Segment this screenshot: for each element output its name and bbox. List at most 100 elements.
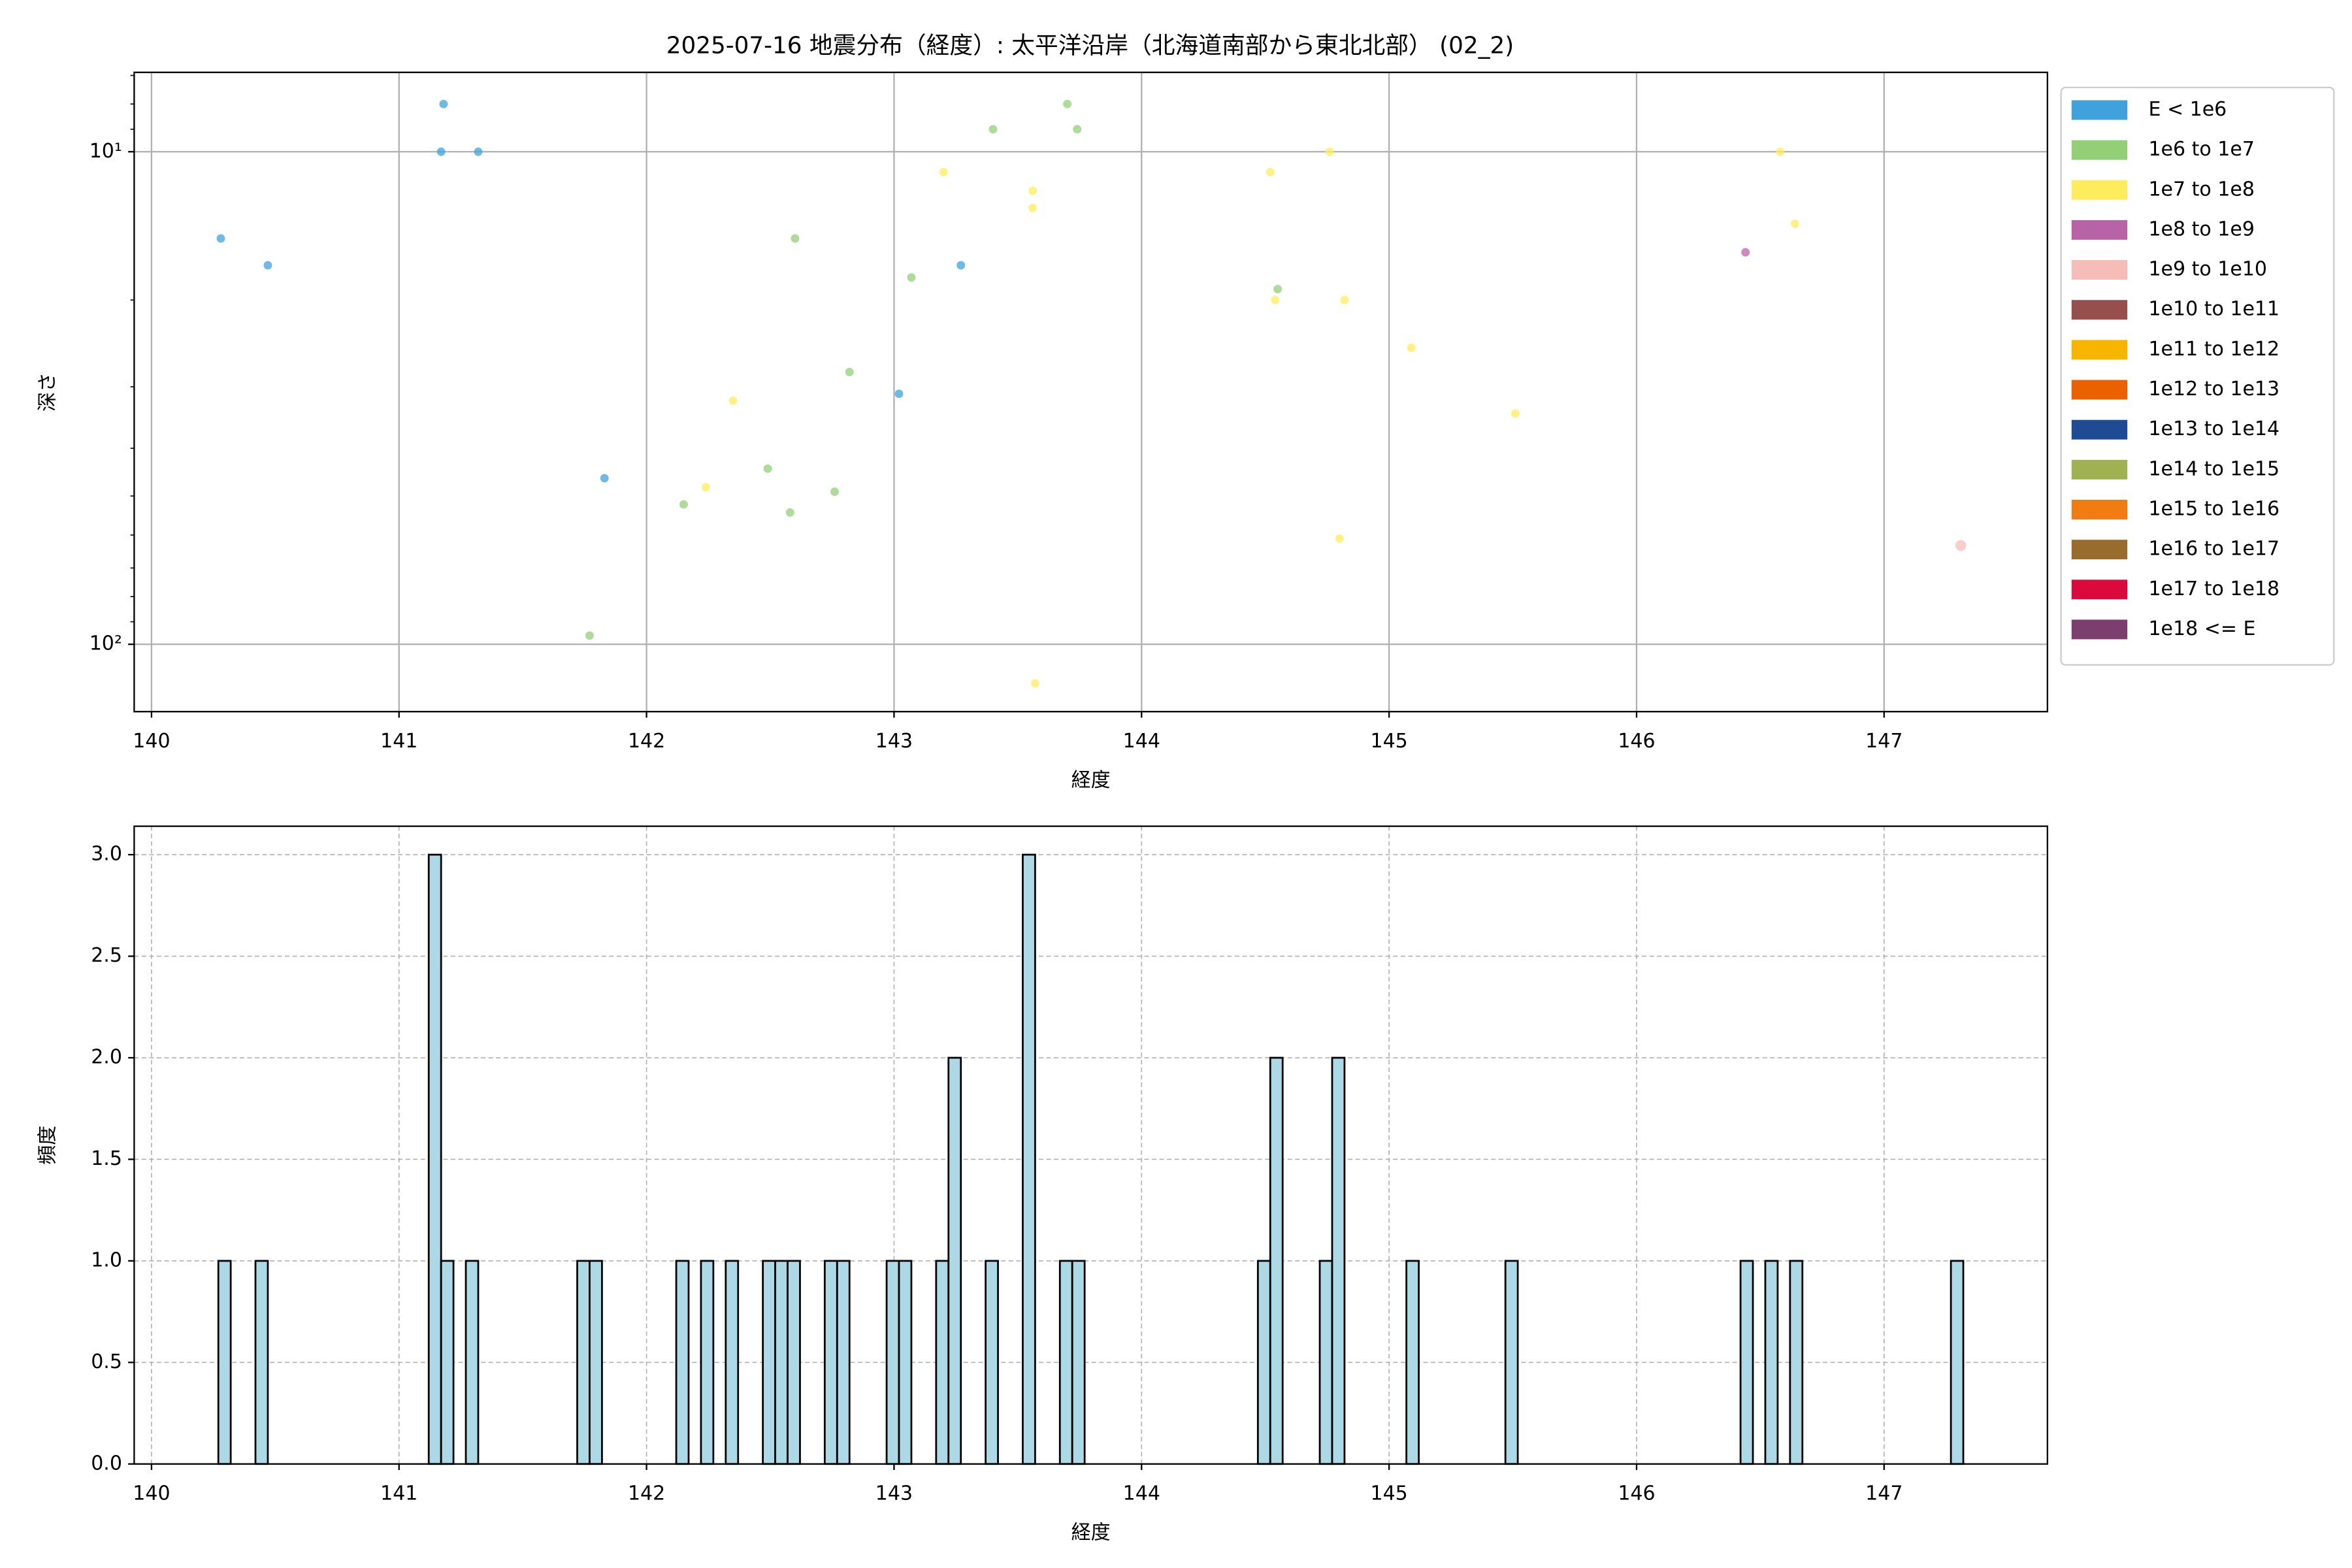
legend-label: 1e18 <= E <box>2148 617 2255 640</box>
scatter-point <box>1063 99 1072 108</box>
scatter-point <box>1340 295 1349 304</box>
scatter-point <box>1028 186 1037 195</box>
histogram-bar <box>1269 1056 1284 1465</box>
histogram-bar <box>440 1260 455 1465</box>
scatter-point <box>1271 295 1280 304</box>
legend-label: 1e15 to 1e16 <box>2148 498 2279 521</box>
histogram-bar <box>1739 1260 1754 1465</box>
x-tick-label: 146 <box>1618 1482 1655 1505</box>
histogram-bar <box>1789 1260 1804 1465</box>
scatter-point <box>845 367 854 376</box>
legend-label: 1e10 to 1e11 <box>2148 298 2279 321</box>
histogram-bar <box>823 1260 838 1465</box>
histogram-bar <box>885 1260 900 1465</box>
legend-label: E < 1e6 <box>2148 98 2227 121</box>
legend-swatch <box>2071 300 2128 320</box>
scatter-point <box>1955 540 1967 551</box>
scatter-point <box>1790 219 1799 228</box>
scatter-point <box>728 396 738 405</box>
y-axis-label: 頻度 <box>36 1126 59 1165</box>
y-axis-label: 深さ <box>36 372 59 412</box>
legend-swatch <box>2071 140 2128 160</box>
x-tick-label: 141 <box>380 730 417 753</box>
x-tick-label: 140 <box>133 730 170 753</box>
scatter-point <box>1741 248 1750 257</box>
histogram-bar <box>898 1260 913 1465</box>
legend-label: 1e6 to 1e7 <box>2148 138 2254 161</box>
scatter-point <box>1776 147 1785 156</box>
x-tick-label: 142 <box>628 730 665 753</box>
y-tick-label: 10² <box>90 632 122 655</box>
histogram-bar <box>774 1260 789 1465</box>
y-tick-label: 3.0 <box>91 843 122 866</box>
y-tick-label: 2.5 <box>91 944 122 967</box>
legend-swatch <box>2071 380 2128 400</box>
legend-label: 1e9 to 1e10 <box>2148 258 2267 281</box>
scatter-point <box>1511 409 1520 418</box>
legend-label: 1e16 to 1e17 <box>2148 538 2279 561</box>
x-tick-label: 145 <box>1370 1482 1407 1505</box>
histogram-bar <box>254 1260 269 1465</box>
x-tick-label: 145 <box>1370 730 1407 753</box>
histogram-bar <box>427 853 442 1465</box>
legend-swatch <box>2071 619 2128 640</box>
scatter-point <box>1325 147 1334 156</box>
y-tick-label: 2.0 <box>91 1046 122 1069</box>
legend-label: 1e8 to 1e9 <box>2148 218 2254 240</box>
y-tick-label: 0.0 <box>91 1452 122 1475</box>
x-axis-label: 経度 <box>1071 769 1111 792</box>
legend-swatch <box>2071 180 2128 200</box>
legend-label: 1e7 to 1e8 <box>2148 178 2254 201</box>
scatter-point <box>1266 168 1275 176</box>
scatter-point <box>939 168 948 176</box>
legend-swatch <box>2071 540 2128 560</box>
y-tick-label: 10¹ <box>90 140 122 163</box>
legend-label: 1e13 to 1e14 <box>2148 417 2279 440</box>
scatter-point <box>1407 343 1416 352</box>
histogram-bar <box>725 1260 740 1465</box>
x-tick-label: 147 <box>1865 730 1903 753</box>
y-tick-label: 0.5 <box>91 1350 122 1373</box>
x-tick-label: 146 <box>1618 730 1655 753</box>
scatter-point <box>791 234 800 243</box>
histogram-bar <box>1058 1260 1073 1465</box>
legend-label: 1e14 to 1e15 <box>2148 457 2279 480</box>
legend-swatch <box>2071 459 2128 480</box>
y-tick-label: 1.5 <box>91 1147 122 1170</box>
x-tick-label: 147 <box>1865 1482 1903 1505</box>
histogram-bar <box>589 1260 603 1465</box>
scatter-point <box>907 273 916 282</box>
legend-label: 1e17 to 1e18 <box>2148 578 2279 600</box>
histogram-bar <box>1504 1260 1519 1465</box>
legend-swatch <box>2071 260 2128 280</box>
x-tick-label: 143 <box>875 730 913 753</box>
histogram-bar <box>700 1260 715 1465</box>
legend-label: 1e11 to 1e12 <box>2148 338 2279 361</box>
histogram-bar <box>935 1260 950 1465</box>
histogram-bar <box>1405 1260 1420 1465</box>
scatter-point <box>1073 125 1082 134</box>
scatter-point <box>988 125 998 134</box>
scatter-point <box>702 483 710 492</box>
legend-swatch <box>2071 220 2128 240</box>
histogram-bar <box>787 1260 801 1465</box>
histogram-bar <box>1022 853 1036 1465</box>
histogram-bar <box>465 1260 480 1465</box>
plot-frame <box>133 71 2048 713</box>
histogram-bar <box>217 1260 232 1465</box>
plot-frame <box>133 825 2048 1465</box>
histogram-bar <box>1950 1260 1965 1465</box>
histogram-bar <box>1318 1260 1333 1465</box>
x-tick-label: 143 <box>875 1482 913 1505</box>
legend-swatch <box>2071 340 2128 360</box>
scatter-point <box>216 234 225 243</box>
legend-swatch <box>2071 580 2128 600</box>
scatter-point <box>1273 284 1282 293</box>
x-tick-label: 141 <box>380 1482 417 1505</box>
histogram-bar <box>675 1260 690 1465</box>
histogram-bar <box>1331 1056 1346 1465</box>
scatter-point <box>263 261 272 270</box>
